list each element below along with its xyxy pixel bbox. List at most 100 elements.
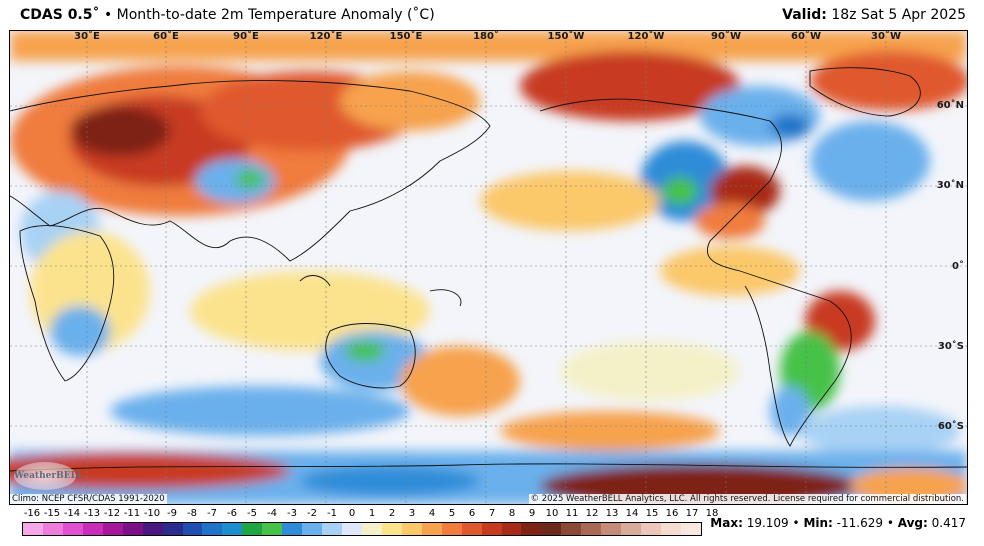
colorbar-swatch xyxy=(62,523,83,535)
colorbar-swatch xyxy=(661,523,681,535)
colorbar-tick-label: 18 xyxy=(705,508,719,519)
lon-label-90w: 90˚W xyxy=(711,31,741,42)
valid-time-value: 18z Sat 5 Apr 2025 xyxy=(831,7,966,23)
colorbar-swatch xyxy=(441,523,462,535)
colorbar-tick-label: 13 xyxy=(605,508,619,519)
colorbar-tick-label: 11 xyxy=(565,508,579,519)
colorbar-swatch xyxy=(302,523,323,535)
stat-separator: • xyxy=(792,516,800,530)
lon-label-120w: 120˚W xyxy=(627,31,665,42)
colorbar-swatch xyxy=(461,523,482,535)
colorbar-legend: -16 -15 -14 -13 -12 -11 -10 -9 -8 -7 -6 -5 -4 -3 -2 -1 0… xyxy=(22,508,719,542)
colorbar-tick-label: -4 xyxy=(267,508,277,519)
avg-value: 0.417 xyxy=(931,516,966,530)
colorbar-tick-label: -2 xyxy=(307,508,317,519)
min-value: -11.629 xyxy=(836,516,883,530)
colorbar-swatch xyxy=(222,523,243,535)
product-description: • Month-to-date 2m Temperature Anomaly (… xyxy=(103,7,435,23)
colorbar-swatch xyxy=(521,523,542,535)
colorbar-tick-label: 4 xyxy=(428,508,436,519)
lat-label-30s: 30˚S xyxy=(937,341,964,352)
lon-label-60w: 60˚W xyxy=(791,31,821,42)
colorbar-labels: -16 -15 -14 -13 -12 -11 -10 -9 -8 -7 -6 -5 -4 -3 -2 -1 0… xyxy=(22,508,719,522)
lon-label-150e: 150˚E xyxy=(389,31,423,42)
colorbar-tick-label: 16 xyxy=(665,508,679,519)
colorbar-tick-label: 14 xyxy=(625,508,639,519)
colorbar-swatch xyxy=(162,523,183,535)
lat-label-0: 0˚ xyxy=(952,261,964,272)
coastlines xyxy=(10,67,967,472)
colorbar-swatch xyxy=(102,523,123,535)
colorbar-swatch xyxy=(361,523,382,535)
colorbar-swatch xyxy=(601,523,622,535)
colorbar-swatch xyxy=(561,523,582,535)
field-stats: Max: 19.109 • Min: -11.629 • Avg: 0.417 xyxy=(710,516,966,530)
max-label: Max: xyxy=(710,516,743,530)
colorbar-swatch xyxy=(581,523,602,535)
lon-label-30w: 30˚W xyxy=(871,31,901,42)
colorbar-swatch xyxy=(122,523,143,535)
colorbar-tick-label: 5 xyxy=(448,508,456,519)
colorbar-swatch xyxy=(42,523,63,535)
map-canvas xyxy=(10,31,967,504)
copyright-note: © 2025 WeatherBELL Analytics, LLC. All r… xyxy=(528,494,966,504)
colorbar-swatch xyxy=(322,523,342,535)
avg-label: Avg: xyxy=(897,516,928,530)
colorbar-tick-label: 9 xyxy=(528,508,536,519)
colorbar-swatch xyxy=(242,523,263,535)
map-title: CDAS 0.5˚ • Month-to-date 2m Temperature… xyxy=(20,7,435,23)
colorbar-tick-label: -3 xyxy=(287,508,297,519)
max-value: 19.109 xyxy=(746,516,789,530)
colorbar-swatch xyxy=(481,523,502,535)
colorbar-tick-label: 2 xyxy=(388,508,396,519)
colorbar-tick-label: 0 xyxy=(348,508,356,519)
valid-label: Valid: xyxy=(782,7,827,23)
colorbar-tick-label: 12 xyxy=(585,508,599,519)
colorbar-swatch xyxy=(262,523,283,535)
colorbar-tick-label: 7 xyxy=(488,508,496,519)
colorbar-swatch xyxy=(282,523,303,535)
colorbar-swatch xyxy=(381,523,402,535)
lon-label-120e: 120˚E xyxy=(309,31,343,42)
colorbar-tick-label: -10 xyxy=(143,508,161,519)
colorbar-swatch xyxy=(401,523,422,535)
colorbar-tick-label: -12 xyxy=(103,508,121,519)
colorbar-tick-label: -1 xyxy=(327,508,337,519)
lon-label-30e: 30˚E xyxy=(74,31,100,42)
lon-label-90e: 90˚E xyxy=(233,31,259,42)
colorbar-tick-label: -6 xyxy=(227,508,237,519)
anomaly-field xyxy=(10,31,967,504)
colorbar-tick-label: 10 xyxy=(545,508,559,519)
colorbar-tick-label: -8 xyxy=(187,508,197,519)
weatherbell-logo: WeatherBELL xyxy=(14,462,83,490)
colorbar-tick-label: -9 xyxy=(167,508,177,519)
anomaly-map[interactable]: 30˚E 60˚E 90˚E 120˚E 150˚E 180˚ 150˚W 12… xyxy=(9,30,968,505)
colorbar-tick-label: 3 xyxy=(408,508,416,519)
valid-time: Valid: 18z Sat 5 Apr 2025 xyxy=(782,7,966,23)
stat-separator: • xyxy=(886,516,894,530)
colorbar-swatch xyxy=(342,523,362,535)
colorbar-swatch xyxy=(541,523,562,535)
colorbar-swatch xyxy=(82,523,103,535)
lat-label-60n: 60˚N xyxy=(936,100,964,111)
colorbar-tick-label: -13 xyxy=(83,508,101,519)
colorbar-tick-label: 17 xyxy=(685,508,699,519)
product-name: CDAS 0.5˚ xyxy=(20,7,100,23)
colorbar-tick-label: -16 xyxy=(23,508,41,519)
colorbar-swatch xyxy=(621,523,642,535)
colorbar-tick-label: 15 xyxy=(645,508,659,519)
colorbar-swatch xyxy=(501,523,522,535)
lat-label-60s: 60˚S xyxy=(937,421,964,432)
colorbar-tick-label: 1 xyxy=(368,508,376,519)
colorbar-swatch xyxy=(182,523,203,535)
colorbar-tick-label: -11 xyxy=(123,508,141,519)
lon-label-60e: 60˚E xyxy=(153,31,179,42)
lon-label-150w: 150˚W xyxy=(547,31,585,42)
colorbar-tick-label: -15 xyxy=(43,508,61,519)
colorbar-swatches xyxy=(22,522,702,536)
colorbar-swatch xyxy=(202,523,223,535)
colorbar-swatch xyxy=(421,523,442,535)
lon-label-180: 180˚ xyxy=(473,31,499,42)
colorbar-tick-label: -7 xyxy=(207,508,217,519)
lat-label-30n: 30˚N xyxy=(936,180,964,191)
